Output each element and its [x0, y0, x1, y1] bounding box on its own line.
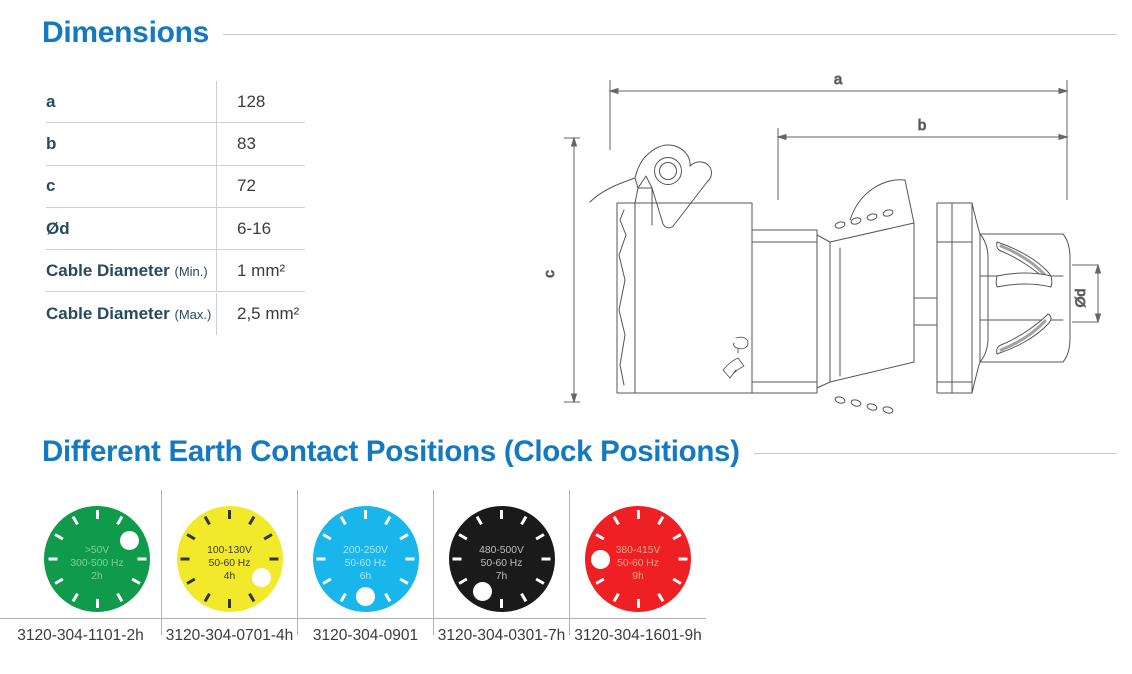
- svg-text:b: b: [918, 117, 926, 134]
- svg-text:Ød: Ød: [1072, 289, 1088, 308]
- svg-text:c: c: [541, 270, 558, 278]
- svg-text:a: a: [834, 71, 843, 88]
